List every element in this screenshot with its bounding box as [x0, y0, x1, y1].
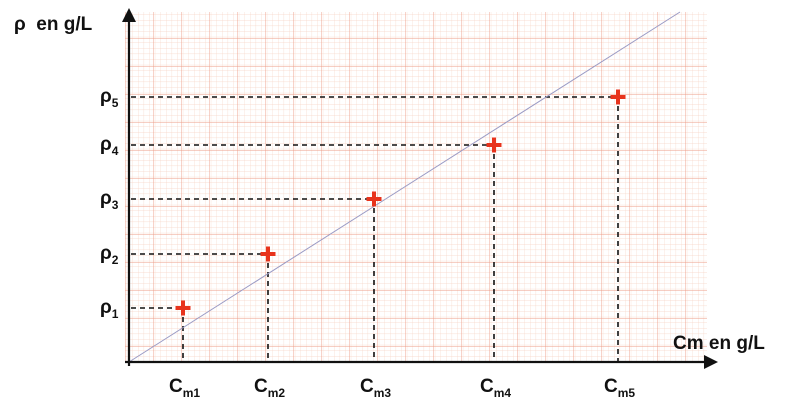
- y-tick-label-3: ρ3: [100, 188, 119, 212]
- data-point-3: [366, 191, 382, 207]
- tick-labels: Cm1 Cm2 Cm3 Cm4 Cm5 ρ1 ρ2 ρ3 ρ4 ρ5: [100, 86, 635, 400]
- y-tick-label-4: ρ4: [100, 134, 119, 158]
- y-axis-title: ρ en g/L: [14, 14, 93, 35]
- data-point-2: [260, 246, 276, 262]
- x-axis-arrow: [704, 355, 718, 369]
- graph-paper-grid: [125, 12, 707, 362]
- x-axis-title: Cm en g/L: [673, 333, 765, 354]
- x-tick-label-5: Cm5: [604, 376, 635, 400]
- x-tick-label-4: Cm4: [480, 376, 511, 400]
- y-tick-label-1: ρ1: [100, 297, 119, 321]
- x-tick-label-2: Cm2: [254, 376, 285, 400]
- data-point-4: [486, 137, 502, 153]
- y-axis-arrow: [122, 8, 136, 22]
- data-point-5: [610, 89, 626, 105]
- axes: [122, 8, 718, 369]
- x-tick-label-1: Cm1: [169, 376, 200, 400]
- x-tick-label-3: Cm3: [360, 376, 391, 400]
- y-tick-label-2: ρ2: [100, 243, 119, 267]
- guide-lines: [131, 96, 619, 362]
- data-markers: [175, 89, 626, 316]
- y-tick-label-5: ρ5: [100, 86, 119, 110]
- data-point-1: [175, 300, 191, 316]
- trend-line: [128, 11, 681, 363]
